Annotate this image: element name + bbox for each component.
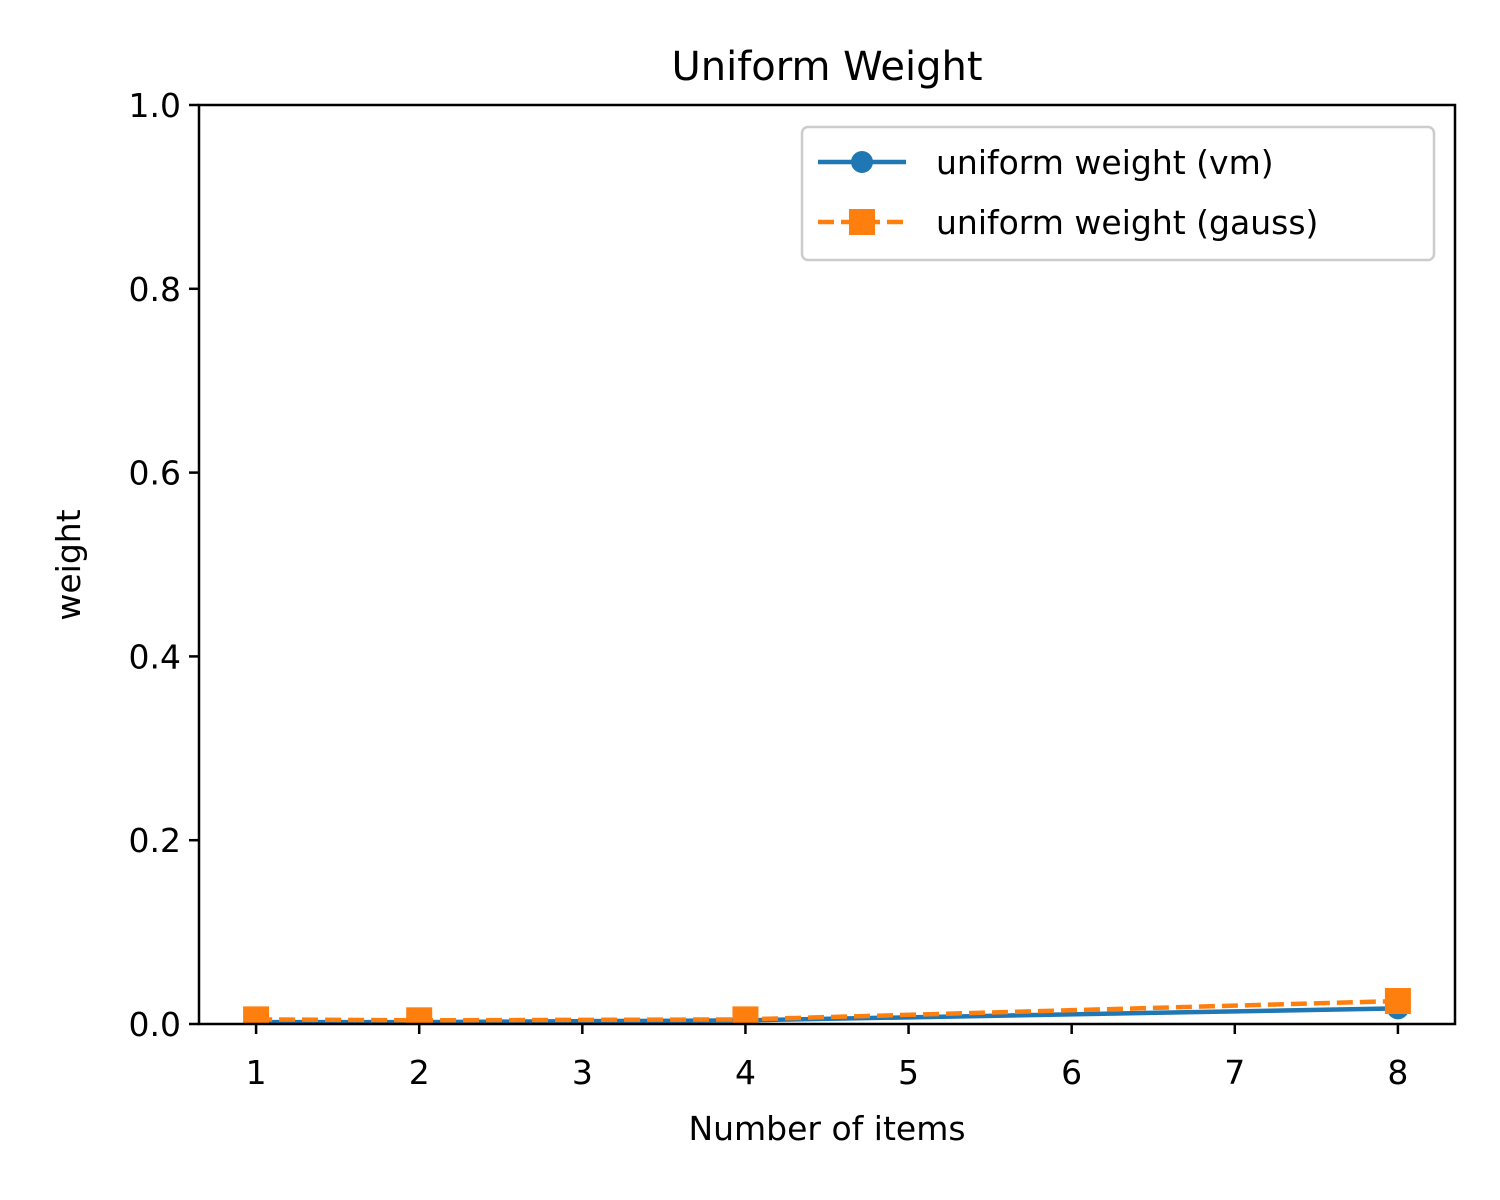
legend-entry: uniform weight (gauss) xyxy=(818,203,1318,242)
y-axis: 0.0 0.2 0.4 0.6 0.8 1.0 xyxy=(129,86,199,1044)
x-axis: 1 2 3 4 5 6 7 8 xyxy=(246,1024,1408,1092)
series-line xyxy=(256,998,1398,1023)
data-point xyxy=(243,1006,270,1024)
x-tick-label: 6 xyxy=(1061,1053,1082,1092)
x-tick-label: 4 xyxy=(735,1053,756,1092)
y-tick-label: 0.2 xyxy=(129,821,181,860)
y-tick-label: 0.6 xyxy=(129,454,181,493)
legend-label: uniform weight (vm) xyxy=(936,143,1274,182)
y-tick-label: 0.8 xyxy=(129,270,181,309)
data-point xyxy=(732,1006,759,1024)
y-tick-label: 0.4 xyxy=(129,637,181,676)
legend-label: uniform weight (gauss) xyxy=(936,203,1318,242)
x-tick-label: 3 xyxy=(572,1053,593,1092)
chart-title: Uniform Weight xyxy=(671,44,982,90)
legend: uniform weight (vm) uniform weight (gauss… xyxy=(800,125,1436,262)
legend-marker xyxy=(851,151,873,173)
y-axis-label: weight xyxy=(49,509,88,620)
x-tick-label: 5 xyxy=(898,1053,919,1092)
legend-marker xyxy=(849,209,875,235)
y-tick-label: 1.0 xyxy=(129,86,181,125)
legend-entry: uniform weight (vm) xyxy=(818,143,1274,182)
data-point xyxy=(406,1007,433,1024)
series-1 xyxy=(243,988,1411,1024)
plot-area xyxy=(197,103,1457,1026)
x-axis-label: Number of items xyxy=(688,1109,965,1148)
legend-box xyxy=(800,125,1436,262)
x-tick-label: 8 xyxy=(1387,1053,1408,1092)
data-point xyxy=(1384,988,1411,1015)
x-tick-label: 7 xyxy=(1224,1053,1245,1092)
x-tick-label: 2 xyxy=(409,1053,430,1092)
y-tick-label: 0.0 xyxy=(129,1005,181,1044)
x-tick-label: 1 xyxy=(246,1053,267,1092)
plot-frame xyxy=(197,103,1457,1026)
